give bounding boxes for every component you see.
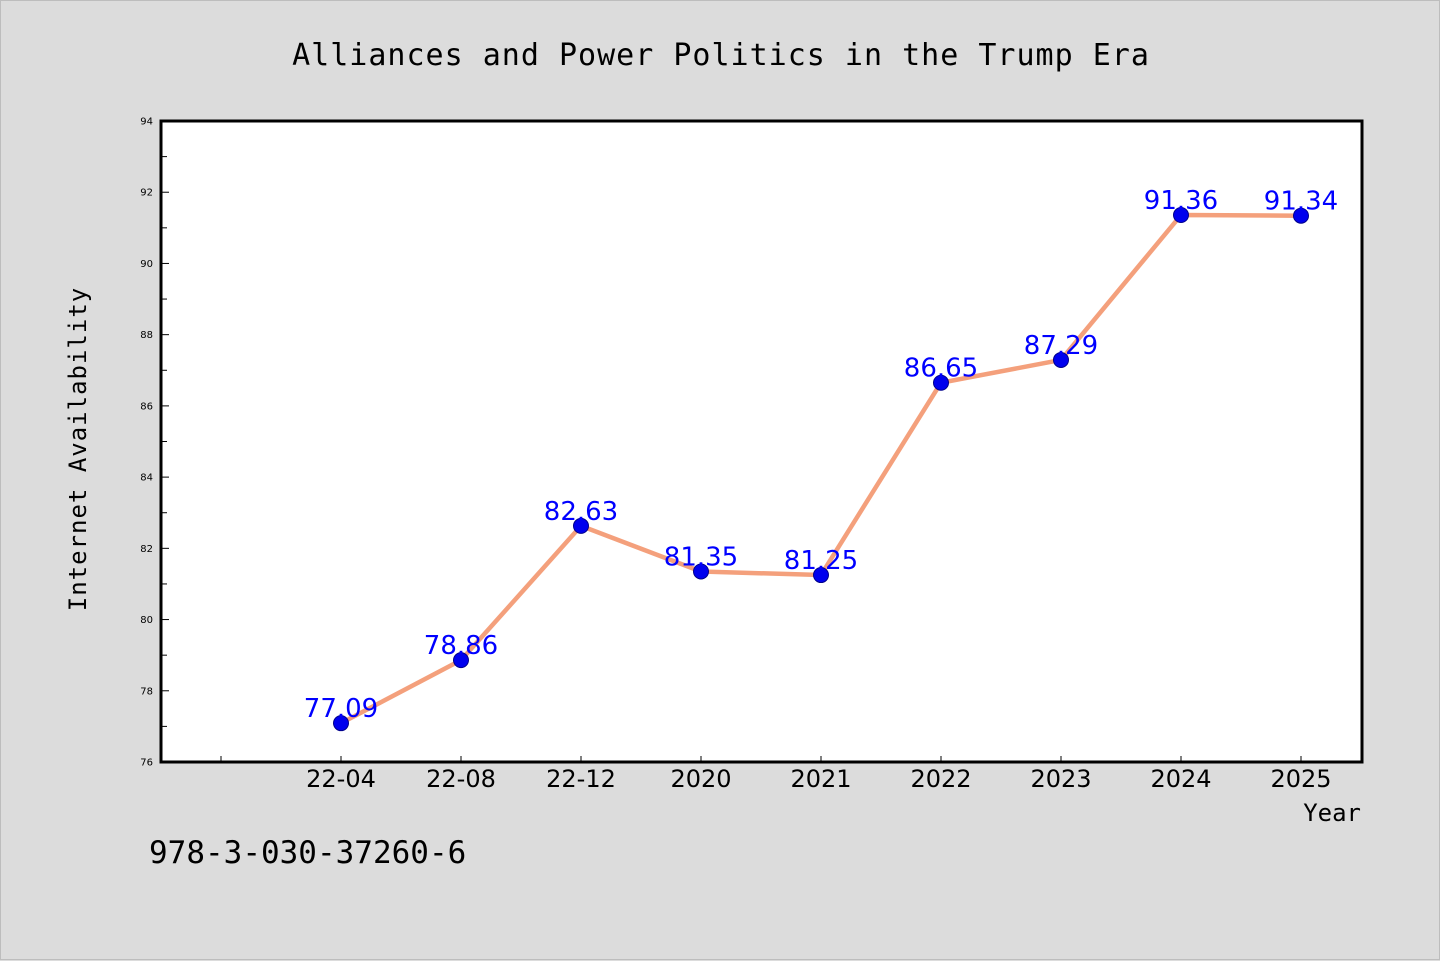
x-axis-label: Year bbox=[1303, 799, 1361, 827]
data-point bbox=[1293, 207, 1309, 224]
isbn-footer: 978-3-030-37260-6 bbox=[149, 835, 467, 871]
y-tick-label: 80 bbox=[140, 615, 153, 626]
plot-area bbox=[161, 121, 1362, 762]
x-tick-label: 2020 bbox=[670, 765, 731, 793]
y-tick-label: 92 bbox=[140, 188, 153, 199]
y-tick-label: 76 bbox=[140, 758, 153, 769]
x-tick-label: 22-04 bbox=[306, 765, 376, 793]
y-tick-label: 78 bbox=[140, 686, 153, 697]
data-label: 82.63 bbox=[544, 497, 618, 527]
data-point bbox=[333, 715, 349, 732]
data-point bbox=[813, 567, 829, 584]
x-tick-label: 2022 bbox=[910, 765, 971, 793]
x-tick-label: 2023 bbox=[1030, 765, 1091, 793]
data-label: 78.86 bbox=[424, 631, 498, 661]
y-tick-label: 84 bbox=[140, 473, 153, 484]
y-tick-label: 90 bbox=[140, 259, 153, 270]
x-tick-label: 2025 bbox=[1270, 765, 1331, 793]
data-point bbox=[693, 563, 709, 580]
y-tick-label: 82 bbox=[140, 544, 153, 555]
data-label: 81.35 bbox=[664, 542, 738, 572]
y-axis-label: Internet Availability bbox=[64, 287, 92, 611]
data-label: 81.25 bbox=[784, 546, 858, 576]
data-point bbox=[1053, 351, 1069, 368]
data-label: 86.65 bbox=[904, 354, 978, 384]
data-point bbox=[933, 374, 949, 391]
x-tick-label: 2024 bbox=[1150, 765, 1211, 793]
data-point bbox=[573, 517, 589, 534]
data-label: 91.36 bbox=[1144, 186, 1218, 216]
x-tick-label: 22-12 bbox=[546, 765, 616, 793]
data-label: 77.09 bbox=[304, 694, 378, 724]
y-tick-label: 94 bbox=[140, 117, 153, 128]
data-point bbox=[453, 652, 469, 669]
y-tick-label: 86 bbox=[140, 401, 153, 412]
data-label: 87.29 bbox=[1024, 331, 1098, 361]
data-label: 91.34 bbox=[1264, 187, 1338, 217]
x-tick-label: 22-08 bbox=[426, 765, 496, 793]
y-tick-label: 88 bbox=[140, 330, 153, 341]
data-point bbox=[1173, 207, 1189, 224]
chart-title: Alliances and Power Politics in the Trum… bbox=[292, 38, 1150, 73]
x-tick-label: 2021 bbox=[790, 765, 851, 793]
plot-frame bbox=[159, 119, 1364, 764]
